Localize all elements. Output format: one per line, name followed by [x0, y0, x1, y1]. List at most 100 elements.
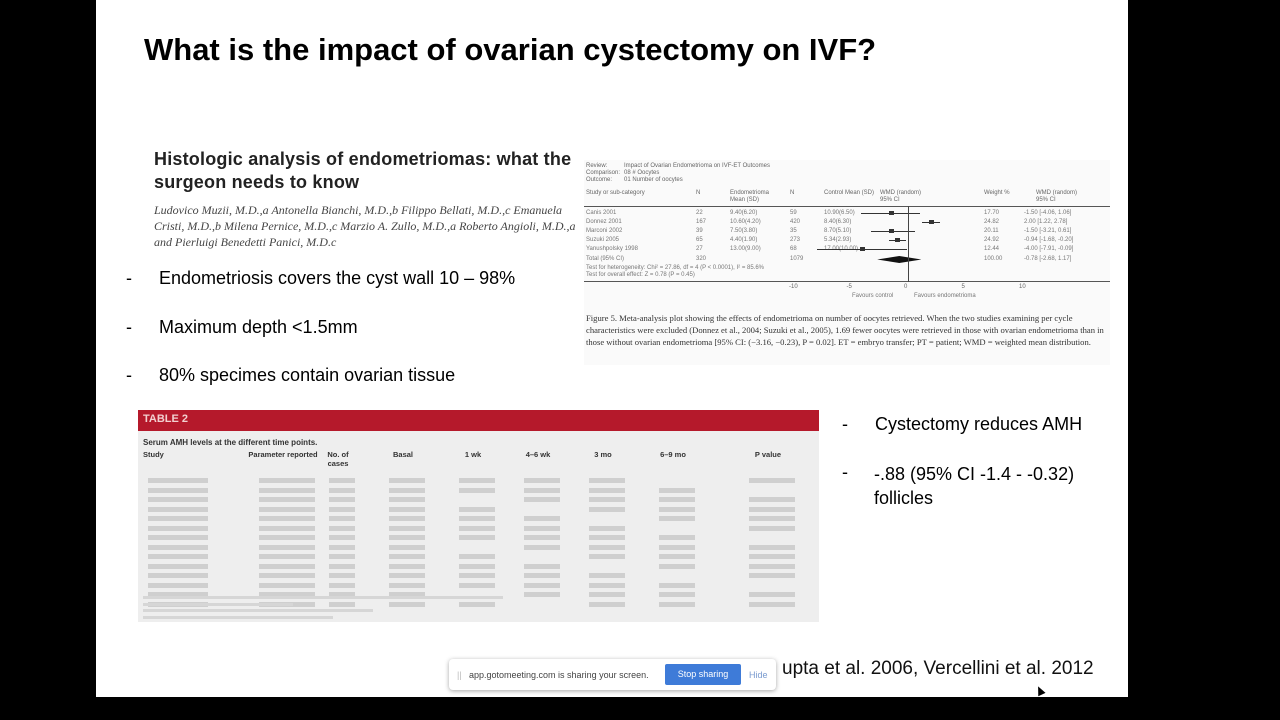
zero-line [908, 206, 909, 282]
forest-cell: 9.40(6.20) [730, 210, 758, 216]
forest-total-row: Total (95% CI) 320 1079 100.00 -0.78 [-2.68,… [584, 256, 1110, 263]
point-estimate [888, 211, 894, 215]
forest-column-header: N [696, 190, 701, 196]
forest-cell: Suzuki 2005 [586, 237, 620, 243]
favours-control: Favours control [852, 293, 894, 299]
forest-cell: 273 [790, 237, 801, 243]
forest-cell: 7.50(3.80) [730, 228, 758, 234]
stop-sharing-button[interactable]: Stop sharing [665, 664, 741, 685]
forest-cell: 20.11 [984, 228, 999, 234]
point-estimate [888, 229, 894, 233]
bullet-text: Endometriosis covers the cyst wall 10 – … [159, 268, 516, 288]
hide-button[interactable]: Hide [749, 670, 768, 680]
forest-cell: 24.82 [984, 219, 1000, 225]
forest-cell: Yanushpolsky 1998 [586, 246, 638, 252]
bullet-text: Cystectomy reduces AMH [875, 414, 1083, 434]
bullet-dash: - [126, 268, 132, 288]
table-label: TABLE 2 [138, 410, 819, 431]
forest-cell: 35 [790, 228, 797, 234]
figure-caption: Figure 5. Meta-analysis plot showing the… [586, 313, 1104, 347]
table-row [143, 506, 813, 514]
comparison-label: Comparison: [586, 170, 621, 176]
forest-cell: -0.94 [-1.68, -0.20] [1024, 237, 1074, 243]
paper-title: Histologic analysis of endometriomas: wh… [154, 149, 572, 192]
forest-cell: -0.78 [-2.68, 1.17] [1024, 256, 1072, 262]
table-row [143, 553, 813, 561]
table-row [143, 487, 813, 495]
drag-handle-icon[interactable]: || [457, 670, 462, 680]
forest-cell: 17.70 [984, 210, 1000, 216]
forest-cell: 68 [790, 246, 797, 252]
table-row [143, 534, 813, 542]
table-footnote [143, 608, 813, 616]
forest-cell: 39 [696, 228, 703, 234]
forest-cell: -1.50 [-4.06, 1.06] [1024, 210, 1072, 216]
forest-column-header: WMD (random) 95% CI [880, 190, 922, 203]
share-message: app.gotomeeting.com is sharing your scre… [469, 670, 649, 680]
forest-plot-figure: Review: Impact of Ovarian Endometrioma on… [584, 160, 1110, 365]
favours-endometrioma: Favours endometrioma [914, 293, 976, 299]
footer-rule [584, 281, 1110, 282]
table-row [143, 477, 813, 485]
slide-title: What is the impact of ovarian cystectomy… [144, 32, 877, 67]
forest-cell: 100.00 [984, 256, 1003, 262]
forest-cell: 4.40(1.90) [730, 237, 758, 243]
summary-diamond [877, 256, 922, 263]
table-column-header: No. of cases [327, 450, 349, 468]
forest-cell: 1079 [790, 256, 804, 262]
review-label: Review: [586, 163, 608, 169]
forest-cell: -1.50 [-3.21, 0.61] [1024, 228, 1072, 234]
review-value: Impact of Ovarian Endometrioma on IVF-ET… [624, 163, 770, 169]
forest-cell: 2.00 [1.22, 2.78] [1024, 219, 1068, 225]
table-row [143, 591, 813, 599]
bullet-dash: - [126, 317, 132, 337]
forest-cell: 27 [696, 246, 703, 252]
forest-cell: 10.60(4.20) [730, 219, 761, 225]
table-row [143, 572, 813, 580]
forest-cell: 65 [696, 237, 703, 243]
forest-row: Suzuki 2005 65 4.40(1.90) 273 5.34(2.93) 24.9… [584, 237, 1110, 244]
comparison-value: 08 # Oocytes [624, 170, 660, 176]
header-rule [584, 206, 1110, 207]
overall-effect-text: Test for overall effect: Z = 0.78 (P = 0… [586, 272, 695, 278]
forest-cell: 10.90(6.50) [824, 210, 855, 216]
forest-cell: 59 [790, 210, 797, 216]
table-footnote [143, 615, 813, 623]
table-column-header: Study [143, 450, 164, 459]
forest-cell: -4.00 [-7.91, -0.09] [1024, 246, 1074, 252]
point-estimate [895, 238, 901, 242]
forest-column-header: N [790, 190, 795, 196]
forest-cell: 22 [696, 210, 703, 216]
table-column-header: 4–6 wk [525, 450, 551, 459]
heterogeneity-text: Test for heterogeneity: Chi² = 27.86, df… [586, 265, 764, 271]
table-column-header: 3 mo [594, 450, 612, 459]
forest-row: Donnez 2001 167 10.60(4.20) 420 8.40(6.30) 24… [584, 219, 1110, 226]
forest-column-header: Study or sub-category [586, 190, 645, 196]
forest-cell: 420 [790, 219, 801, 225]
bullet-text: -.88 (95% CI -1.4 - -0.32) follicles [874, 464, 1075, 508]
point-estimate [860, 247, 865, 251]
forest-row: Yanushpolsky 19982713.00(9.00)6817.00(10… [584, 246, 1110, 253]
forest-cell: 5.34(2.93) [824, 237, 852, 243]
table-subtitle: Serum AMH levels at the different time p… [143, 438, 318, 447]
bullet-dash: - [842, 462, 848, 482]
forest-cell: 8.40(6.30) [824, 219, 852, 225]
bullet-text: 80% specimes contain ovarian tissue [159, 365, 456, 385]
forest-row: Canis 2001 22 9.40(6.20) 59 10.90(6.50) 17.70… [584, 210, 1110, 217]
forest-column-header: Weight % [984, 190, 1010, 196]
table-row [143, 515, 813, 523]
forest-cell: 13.00(9.00) [730, 246, 761, 252]
paper-authors: Ludovico Muzii, M.D.,a Antonella Bianchi… [154, 203, 576, 249]
forest-cell: Canis 2001 [586, 210, 617, 216]
forest-row: Marconi 2002 39 7.50(3.80) 35 8.70(5.10) 20.1… [584, 228, 1110, 235]
forest-cell: Donnez 2001 [586, 219, 622, 225]
bullet-dash: - [842, 414, 848, 434]
paper-header-image: Histologic analysis of endometriomas: wh… [154, 148, 594, 250]
forest-cell: 24.92 [984, 237, 1000, 243]
table-column-header: Basal [392, 450, 413, 459]
bullet-dash: - [126, 365, 132, 385]
axis-tick-label: 10 [1019, 284, 1026, 290]
table-column-header: 6–9 mo [660, 450, 686, 459]
forest-cell: 8.70(5.10) [824, 228, 852, 234]
table-footnote [143, 595, 813, 603]
